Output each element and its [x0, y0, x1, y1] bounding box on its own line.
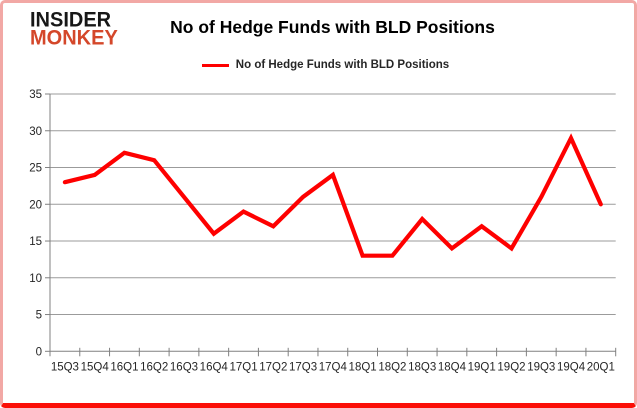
x-axis-label: 16Q4	[200, 361, 229, 373]
x-axis-label: 17Q1	[229, 361, 257, 373]
x-axis-label: 19Q2	[497, 361, 525, 373]
x-axis-label: 16Q3	[170, 361, 198, 373]
x-axis-label: 17Q3	[289, 361, 317, 373]
y-axis-label: 35	[29, 89, 42, 101]
y-axis-label: 15	[29, 236, 42, 248]
brand-logo: INSIDER MONKEY	[30, 8, 118, 50]
y-axis-label: 25	[29, 163, 42, 175]
y-axis-label: 5	[36, 310, 42, 322]
legend: No of Hedge Funds with BLD Positions	[3, 59, 634, 71]
legend-label: No of Hedge Funds with BLD Positions	[235, 59, 450, 71]
page-title: No of Hedge Funds with BLD Positions	[170, 17, 495, 37]
legend-line-swatch	[201, 63, 229, 67]
x-axis-label: 19Q3	[527, 361, 555, 373]
x-axis-label: 15Q4	[81, 361, 110, 373]
brand-line-insider: INSIDER	[30, 8, 112, 32]
data-line-series	[62, 133, 603, 258]
y-axis-label: 10	[29, 273, 42, 285]
y-axis-label: 20	[29, 199, 42, 211]
brand-line-monkey: MONKEY	[30, 26, 118, 50]
y-axis-label: 0	[36, 346, 42, 358]
x-axis-label: 18Q4	[438, 361, 467, 373]
x-axis-label: 18Q1	[349, 361, 377, 373]
x-axis-label: 19Q4	[557, 361, 586, 373]
x-axis-label: 15Q3	[51, 361, 79, 373]
x-axis-label: 19Q1	[468, 361, 496, 373]
x-axis-label: 18Q2	[378, 361, 406, 373]
y-axis-label: 30	[29, 126, 42, 138]
x-axis-label: 17Q4	[319, 361, 348, 373]
x-axis-label: 16Q1	[110, 361, 138, 373]
x-axis-label: 18Q3	[408, 361, 436, 373]
x-axis-label: 20Q1	[587, 361, 615, 373]
x-axis-label: 17Q2	[259, 361, 287, 373]
x-axis-label: 16Q2	[140, 361, 168, 373]
